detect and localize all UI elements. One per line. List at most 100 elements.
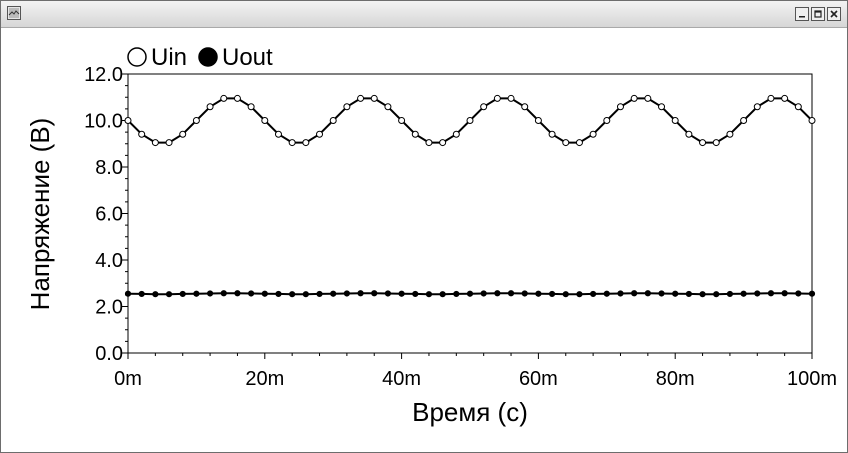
data-point-uout [302,291,309,298]
data-point-uout [289,291,296,298]
y-tick-label: 6.0 [95,204,123,226]
plot-frame [127,73,813,354]
data-point-uout [398,290,405,297]
data-point-uin [124,117,132,124]
data-point-uin [179,130,187,138]
y-tick-label: 0.0 [95,343,123,365]
data-point-uin [548,130,556,138]
data-point-uout [494,290,501,297]
x-tick-label: 60m [519,368,558,390]
data-point-uin [261,117,269,124]
data-point-uout [672,290,679,297]
data-point-uin [370,94,378,102]
data-point-uout [220,290,227,297]
x-tick-label: 0m [114,368,142,390]
data-point-uin [521,103,529,111]
data-point-uin [699,139,707,147]
data-point-uin [302,139,310,147]
data-point-uin [589,130,597,138]
data-point-uin [398,117,406,124]
data-point-uout [165,291,173,298]
data-point-uout [699,291,706,298]
app-icon [7,6,21,20]
data-point-uout [767,290,775,297]
data-point-uin [480,103,488,111]
data-point-uin [439,139,447,147]
data-point-uout [234,290,241,297]
legend-marker-uin [127,47,147,67]
data-point-uout [535,290,542,297]
data-point-uout [412,290,419,298]
data-point-uin [616,103,624,111]
data-point-uout [152,291,159,298]
data-point-uin [767,94,775,102]
axis-ticks [122,73,813,359]
minimize-button[interactable] [795,7,809,21]
data-point-uout [124,290,132,297]
data-point-uout [507,290,515,297]
title-bar[interactable] [1,1,847,28]
data-point-uin [562,139,570,147]
data-point-uout [644,290,651,297]
data-point-uout [261,290,268,297]
data-point-uout [357,290,364,297]
data-point-uin [192,117,200,124]
data-point-uout [453,290,460,298]
tick-labels: 0.0 2.0 4.0 6.0 8.0 10.0 12.0 0m 20m 40m 60m 80m 100… [84,64,837,390]
data-point-uin [534,117,542,124]
data-point-uout [713,291,720,298]
y-axis-title: Напряжение (В) [25,118,55,311]
data-point-uout [795,290,802,297]
data-point-uout [808,290,816,297]
data-point-uout [138,290,145,298]
data-point-uin [658,103,666,111]
series-markers [124,94,816,298]
data-point-uin [712,139,720,147]
data-point-uout [754,290,761,297]
data-point-uout [480,290,487,297]
data-point-uout [439,291,446,298]
data-point-uin [220,94,228,102]
x-tick-label: 80m [656,368,695,390]
data-point-uin [384,103,392,111]
data-point-uin [808,117,816,124]
y-tick-label: 8.0 [95,157,123,179]
maximize-button[interactable] [811,7,825,21]
close-button[interactable] [827,7,841,21]
data-point-uin [316,130,324,138]
data-point-uin [493,94,501,102]
data-point-uin [247,103,255,111]
y-tick-label: 2.0 [95,297,123,319]
data-point-uin [329,117,337,124]
legend: Uin Uout [127,44,273,71]
minimize-icon [799,16,805,18]
data-point-uin [671,117,679,124]
data-point-uin [411,130,419,138]
chart-svg: Uin Uout 0.0 2.0 4.0 6.0 8.0 10.0 12.0 0m 20m 40m… [25,44,837,427]
maximize-icon [814,10,822,18]
data-point-uout [275,290,282,298]
y-tick-label: 4.0 [95,250,123,272]
data-point-uin [288,139,296,147]
x-tick-label: 20m [245,368,284,390]
data-point-uout [371,290,378,297]
data-point-uin [233,94,241,102]
x-tick-label: 100m [787,368,837,390]
close-icon [830,10,838,18]
data-point-uin [794,103,802,111]
legend-label-uout: Uout [222,44,273,71]
data-point-uout [685,290,692,298]
y-tick-label: 10.0 [84,111,123,133]
data-point-uin [151,139,159,147]
data-point-uin [644,94,652,102]
legend-label-uin: Uin [151,44,187,71]
data-point-uin [138,130,146,138]
data-point-uout [658,290,665,297]
data-point-uout [425,291,433,298]
data-point-uout [343,290,350,297]
data-point-uout [603,290,610,297]
data-point-uin [726,130,734,138]
data-point-uout [617,290,624,297]
data-point-uout [179,290,186,298]
